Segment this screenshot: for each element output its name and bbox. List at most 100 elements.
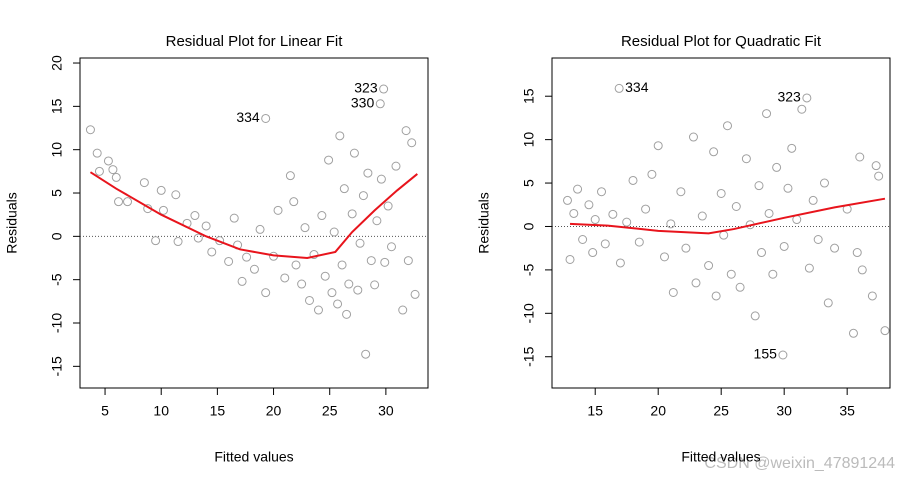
point [355, 238, 365, 248]
point [741, 154, 751, 164]
point [300, 223, 310, 233]
point [156, 185, 166, 195]
point [347, 209, 357, 219]
panel: Residual Plot for Linear Fit Fitted value… [4, 33, 429, 465]
point [372, 216, 382, 226]
point [772, 162, 782, 172]
point [565, 254, 575, 264]
point [867, 291, 877, 301]
point [711, 291, 721, 301]
point [158, 205, 168, 215]
point [242, 252, 252, 262]
point [597, 187, 607, 197]
point [201, 221, 211, 231]
point [193, 233, 203, 243]
y-tick-label: 20 [49, 55, 65, 71]
point [600, 239, 610, 249]
point [750, 311, 760, 321]
point [375, 99, 385, 109]
point [668, 287, 678, 297]
point [848, 328, 858, 338]
point [324, 155, 334, 165]
point [808, 195, 818, 205]
point [754, 181, 764, 191]
chart-title: Residual Plot for Linear Fit [166, 33, 344, 50]
point [584, 200, 594, 210]
point [123, 197, 133, 207]
point [726, 269, 736, 279]
y-tick-label: 10 [49, 142, 65, 158]
point [289, 197, 299, 207]
point [111, 172, 121, 182]
point [779, 241, 789, 251]
y-tick-label: 15 [49, 98, 65, 114]
point [823, 298, 833, 308]
point [666, 219, 676, 229]
point [410, 289, 420, 299]
point [614, 83, 624, 93]
point [857, 265, 867, 275]
point [363, 168, 373, 178]
point [339, 184, 349, 194]
point [273, 205, 283, 215]
x-axis-label: Fitted values [214, 449, 293, 465]
point [386, 242, 396, 252]
watermark: CSDN @weixin_47891244 [704, 455, 895, 472]
plot-frame [79, 57, 429, 389]
point [722, 121, 732, 131]
y-tick-label: -5 [521, 263, 537, 276]
point [358, 191, 368, 201]
y-axis-label: Residuals [4, 192, 20, 253]
point [697, 211, 707, 221]
point [379, 84, 389, 94]
point [383, 201, 393, 211]
point [688, 132, 698, 142]
point [280, 273, 290, 283]
point [622, 217, 632, 227]
point [320, 271, 330, 281]
point [391, 161, 401, 171]
point [615, 258, 625, 268]
point [309, 250, 319, 260]
point-annotation: 155 [754, 346, 778, 362]
point [237, 276, 247, 286]
x-tick-label: 25 [713, 403, 729, 419]
point [653, 141, 663, 151]
point [380, 257, 390, 267]
point [398, 305, 408, 315]
point [647, 169, 657, 179]
point [342, 309, 352, 319]
point [676, 187, 686, 197]
point [628, 175, 638, 185]
point [608, 209, 618, 219]
point-annotation: 334 [236, 109, 260, 125]
point [762, 109, 772, 119]
point [92, 148, 102, 158]
point [880, 326, 890, 336]
point [778, 350, 788, 360]
point [659, 252, 669, 262]
point [327, 288, 337, 298]
point [171, 190, 181, 200]
point [787, 143, 797, 153]
point [731, 202, 741, 211]
fit-line [569, 197, 886, 235]
point [764, 208, 774, 218]
point-annotation: 323 [354, 80, 378, 96]
point [108, 165, 118, 175]
point [590, 215, 600, 225]
point [871, 161, 881, 171]
point [139, 178, 149, 188]
x-tick-label: 35 [839, 403, 855, 419]
point [333, 299, 343, 309]
point [830, 243, 840, 253]
point [588, 248, 598, 258]
point [344, 279, 354, 289]
point [757, 248, 767, 258]
point-annotation: 334 [625, 79, 649, 95]
point [719, 230, 729, 240]
point [709, 147, 719, 157]
point [297, 279, 307, 289]
point [114, 197, 124, 207]
